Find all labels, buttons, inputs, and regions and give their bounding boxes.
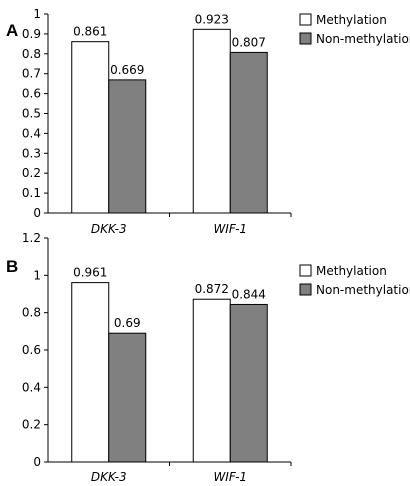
panel-b-legend-swatch bbox=[299, 283, 312, 296]
panel-a-y-tick-label: 0 bbox=[33, 206, 41, 220]
panel-a-y-tick-label: 0.9 bbox=[22, 27, 41, 41]
panel-a-data-label: 0.923 bbox=[195, 12, 229, 26]
panel-b-data-label: 0.961 bbox=[73, 266, 107, 280]
panel-a-y-tick-label: 0.7 bbox=[22, 67, 41, 81]
panel-b-category-label: WIF-1 bbox=[213, 470, 247, 484]
panel-a: A 0 0.1 0.2 0.3 0.4 0.5 0.6 0.7 0.8 0.9 1 DKK-3 0.86… bbox=[6, 7, 410, 236]
panel-a-data-label: 0.807 bbox=[232, 35, 266, 49]
panel-a-y-tick-label: 0.4 bbox=[22, 126, 41, 140]
panel-b-legend-label: Methylation bbox=[316, 264, 387, 278]
panel-b-data-label: 0.69 bbox=[114, 316, 141, 330]
panel-a-category-label: DKK-3 bbox=[91, 222, 127, 236]
panel-b-category-label: DKK-3 bbox=[91, 470, 127, 484]
panel-a-y-tick-label: 0.8 bbox=[22, 47, 41, 61]
panel-b-y-tick-label: 0 bbox=[33, 455, 41, 469]
panel-a-legend-swatch bbox=[299, 32, 312, 45]
panel-a-bar-non-methylation bbox=[229, 51, 268, 214]
panel-b-y-tick-label: 0.2 bbox=[22, 418, 41, 432]
panel-a-y-tick-label: 0.1 bbox=[22, 186, 41, 200]
panel-a-category-label: WIF-1 bbox=[213, 222, 247, 236]
panel-b-bar-non-methylation bbox=[108, 332, 147, 463]
panel-b-y-tick-label: 0.6 bbox=[22, 343, 41, 357]
panel-b-bar-methylation bbox=[192, 298, 231, 463]
panel-a-y-tick-label: 0.3 bbox=[22, 146, 41, 160]
panel-b-bar-non-methylation bbox=[229, 303, 268, 463]
panel-b-y-tick-label: 0.8 bbox=[22, 306, 41, 320]
panel-a-letter: A bbox=[6, 21, 18, 40]
panel-b-legend-swatch bbox=[299, 264, 312, 277]
panel-a-bar-methylation bbox=[192, 28, 231, 214]
panel-b-bar-methylation bbox=[71, 282, 110, 463]
panel-a-legend-label: Non-methylation bbox=[316, 32, 410, 46]
panel-a-data-label: 0.861 bbox=[73, 25, 107, 39]
panel-a-y-tick-label: 0.2 bbox=[22, 166, 41, 180]
panel-b-data-label: 0.844 bbox=[232, 287, 266, 301]
panel-b-y-tick-label: 1.2 bbox=[22, 231, 41, 245]
panel-b-y-tick-label: 1 bbox=[33, 268, 41, 282]
panel-b-legend-label: Non-methylation bbox=[316, 283, 410, 297]
panel-b-y-tick-label: 0.4 bbox=[22, 380, 41, 394]
panel-b: B 0 0.2 0.4 0.6 0.8 1 1.2 DKK-3 0.961 0.69 WIF-1 0.… bbox=[6, 231, 410, 484]
panel-a-bar-non-methylation bbox=[108, 79, 147, 214]
panel-a-legend-label: Methylation bbox=[316, 13, 387, 27]
panel-a-y-tick-label: 0.5 bbox=[22, 107, 41, 121]
panel-a-legend-swatch bbox=[299, 13, 312, 26]
panel-b-data-label: 0.872 bbox=[195, 282, 229, 296]
panel-a-y-tick-label: 1 bbox=[33, 7, 41, 21]
panel-a-data-label: 0.669 bbox=[110, 63, 144, 77]
panel-a-bar-methylation bbox=[71, 41, 110, 214]
panel-a-y-tick-label: 0.6 bbox=[22, 87, 41, 101]
panel-b-letter: B bbox=[6, 257, 18, 276]
